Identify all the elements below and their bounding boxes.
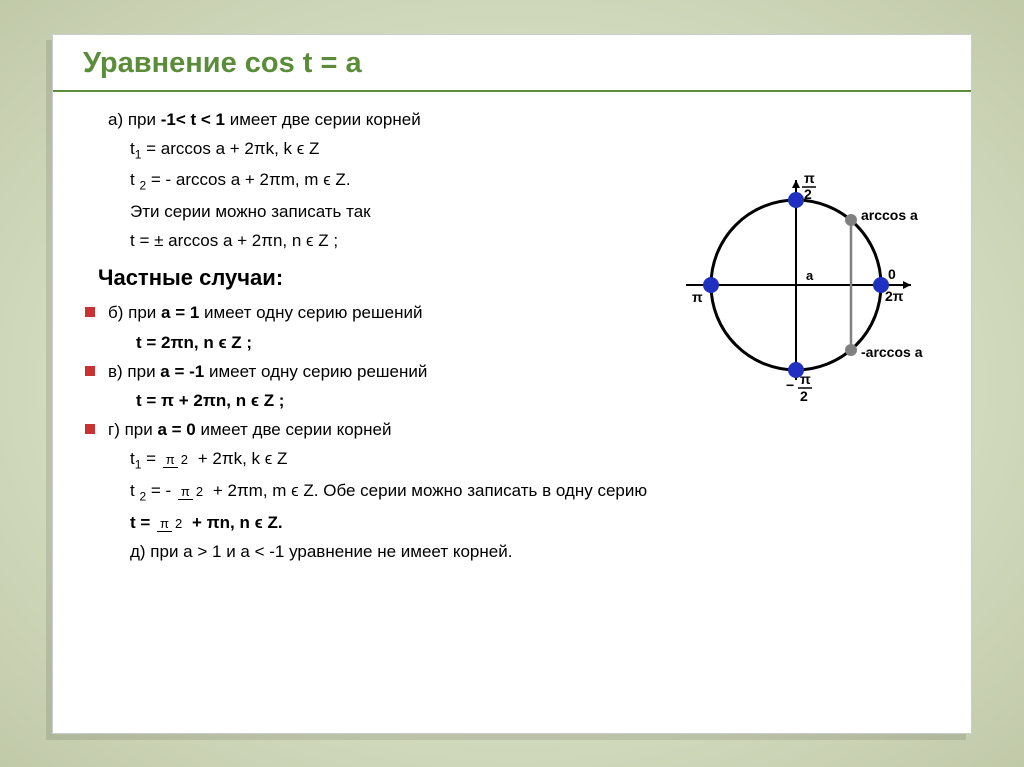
line-d3: t 2 = - π2 + 2πm, m ϵ Z. Обе серии можно… bbox=[108, 477, 941, 507]
svg-text:π: π bbox=[692, 289, 703, 305]
fraction-pi-2: π2 bbox=[163, 453, 191, 466]
bullet-icon bbox=[85, 366, 95, 376]
svg-text:2: 2 bbox=[800, 388, 808, 404]
svg-text:arccos a: arccos a bbox=[861, 207, 918, 223]
fraction-pi-2: π2 bbox=[178, 485, 206, 498]
line-d2: t1 = π2 + 2πk, k ϵ Z bbox=[108, 445, 941, 475]
svg-text:π: π bbox=[800, 371, 811, 387]
fraction-pi-2: π2 bbox=[157, 517, 185, 530]
svg-text:−: − bbox=[786, 377, 794, 393]
svg-text:0: 0 bbox=[888, 266, 896, 282]
svg-text:π: π bbox=[804, 170, 815, 186]
bullet-icon bbox=[85, 424, 95, 434]
title-bar: Уравнение cos t = a bbox=[53, 35, 971, 92]
bullet-icon bbox=[85, 307, 95, 317]
slide-title: Уравнение cos t = a bbox=[83, 47, 951, 80]
line-d1: г) при a = 0 имеет две серии корней bbox=[108, 416, 941, 443]
svg-text:a: a bbox=[806, 268, 814, 283]
line-a2: t1 = arccos a + 2πk, k ϵ Z bbox=[108, 135, 941, 165]
svg-text:2: 2 bbox=[804, 186, 812, 202]
slide: Уравнение cos t = a а) при -1< t < 1 име… bbox=[52, 34, 972, 734]
line-a1: а) при -1< t < 1 имеет две серии корней bbox=[108, 106, 941, 133]
unit-circle-diagram: π 2 arccos a 0 2π a π -arccos a − π 2 bbox=[666, 165, 926, 405]
svg-text:-arccos a: -arccos a bbox=[861, 344, 923, 360]
line-d4: t = π2 + πn, n ϵ Z. bbox=[108, 509, 941, 536]
line-e1: д) при a > 1 и a < -1 уравнение не имеет… bbox=[108, 538, 941, 565]
svg-text:2π: 2π bbox=[885, 288, 904, 304]
